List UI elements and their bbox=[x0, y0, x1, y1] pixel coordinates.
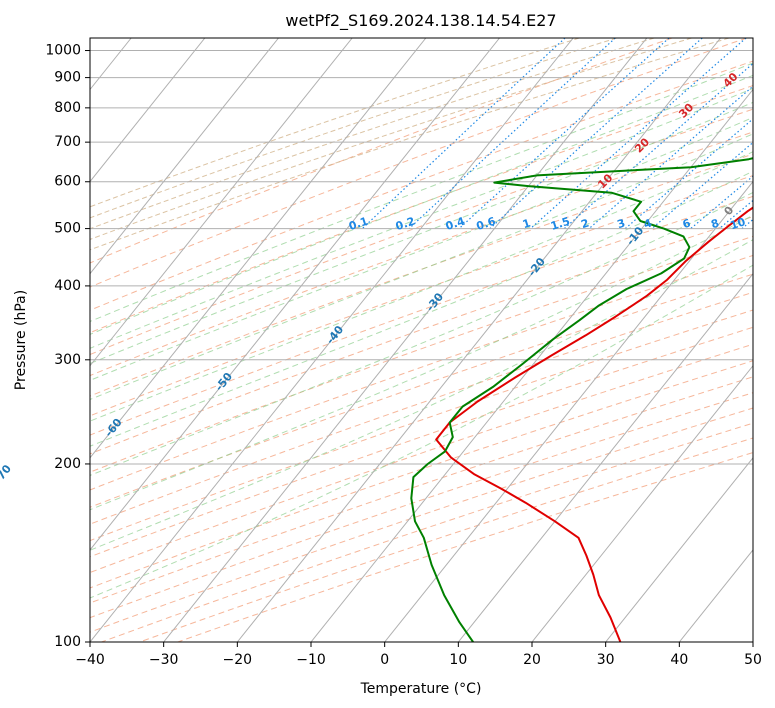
isentrope-line bbox=[90, 38, 580, 208]
x-tick-label: −30 bbox=[149, 652, 179, 668]
dry-adiabat bbox=[90, 254, 753, 491]
y-tick-label: 600 bbox=[54, 174, 81, 190]
x-tick-label: 40 bbox=[670, 652, 688, 668]
dewpoint-profile-line bbox=[410, 157, 753, 642]
isotherm-line bbox=[531, 364, 753, 642]
isotherm-line bbox=[752, 641, 753, 642]
mixing-ratio-label: 0.2 bbox=[394, 215, 417, 233]
y-axis-title: Pressure (hPa) bbox=[13, 290, 29, 390]
mixing-ratio-line bbox=[651, 141, 753, 230]
mixing-ratio-label: 0.1 bbox=[347, 215, 370, 233]
isotherm-line bbox=[457, 272, 753, 642]
isotherm-line bbox=[90, 38, 500, 551]
dry-adiabat bbox=[90, 38, 673, 264]
dry-adiabat bbox=[90, 343, 753, 574]
y-tick-label: 900 bbox=[54, 70, 81, 86]
x-tick-label: 20 bbox=[523, 652, 541, 668]
x-tick-label: 10 bbox=[449, 652, 467, 668]
y-tick-label: 200 bbox=[54, 456, 81, 472]
moist-adiabat bbox=[90, 170, 753, 447]
mixing-ratio-line bbox=[408, 38, 616, 230]
isotherm-line bbox=[90, 38, 279, 275]
y-tick-label: 1000 bbox=[45, 43, 81, 59]
dry-adiabat bbox=[90, 309, 753, 542]
dry-adiabat bbox=[90, 175, 753, 417]
dry-adiabat bbox=[90, 153, 753, 397]
moist-adiabat bbox=[90, 264, 753, 599]
moist-adiabat bbox=[90, 214, 753, 511]
isotherm-label: -70 bbox=[0, 462, 14, 486]
isotherm-line bbox=[236, 38, 721, 642]
y-tick-label: 300 bbox=[54, 352, 81, 368]
mixing-ratio-label: 0.4 bbox=[444, 215, 467, 233]
x-tick-label: −40 bbox=[75, 652, 105, 668]
y-tick-label: 100 bbox=[54, 634, 81, 650]
moist-adiabat bbox=[90, 62, 753, 323]
dry-adiabat bbox=[90, 392, 753, 619]
plot-frame bbox=[89, 37, 754, 643]
temperature-profile-line bbox=[435, 206, 753, 642]
dry-adiabat bbox=[90, 108, 753, 356]
y-tick-label: 700 bbox=[54, 134, 81, 150]
x-tick-label: 50 bbox=[744, 652, 762, 668]
isotherm-line bbox=[90, 38, 427, 459]
dry-adiabat bbox=[90, 60, 753, 311]
mixing-ratio-label: 4 bbox=[642, 216, 654, 231]
isotherm-line bbox=[163, 38, 648, 642]
x-tick-label: −10 bbox=[296, 652, 326, 668]
x-axis-title: Temperature (°C) bbox=[360, 681, 482, 697]
mixing-ratio-line bbox=[563, 62, 753, 230]
background-lines bbox=[90, 38, 775, 642]
moist-adiabat bbox=[90, 87, 753, 349]
isentrope-line bbox=[90, 38, 617, 219]
y-tick-label: 800 bbox=[54, 100, 81, 116]
isotherm-line bbox=[605, 457, 753, 642]
isentrope-line bbox=[90, 38, 730, 251]
isotherm-line bbox=[90, 38, 206, 183]
x-tick-label: 30 bbox=[597, 652, 615, 668]
chart-title: wetPf2_S169.2024.138.14.54.E27 bbox=[285, 11, 556, 31]
mixing-ratio-line bbox=[489, 38, 703, 230]
moist-adiabat bbox=[90, 133, 753, 400]
mixing-ratio-label: 1.5 bbox=[549, 215, 572, 233]
isotherm-line bbox=[90, 38, 353, 367]
isotherm-line bbox=[90, 38, 574, 642]
mixing-ratio-label: 3 bbox=[616, 216, 627, 231]
sounding-profiles bbox=[410, 157, 753, 642]
moist-adiabat bbox=[90, 151, 753, 422]
mixing-ratio-line bbox=[458, 38, 670, 230]
dry-adiabat bbox=[90, 195, 753, 436]
dry-adiabat bbox=[90, 38, 747, 288]
x-tick-label: 0 bbox=[380, 652, 389, 668]
isentrope-line bbox=[90, 38, 692, 240]
mixing-ratio-label: 8 bbox=[709, 216, 720, 231]
mixing-ratio-line bbox=[769, 38, 775, 229]
y-tick-label: 500 bbox=[54, 221, 81, 237]
plot-background bbox=[90, 38, 753, 642]
mixing-ratio-label: 2 bbox=[579, 216, 590, 231]
mixing-ratio-label: 1 bbox=[521, 216, 532, 231]
mixing-ratio-label: 6 bbox=[681, 216, 693, 231]
mixing-ratio-label: 10 bbox=[728, 215, 747, 232]
dry-adiabat bbox=[90, 291, 753, 525]
y-tick-label: 400 bbox=[54, 278, 81, 294]
mixing-ratio-label: 0.6 bbox=[475, 215, 498, 233]
isotherm-line bbox=[384, 180, 753, 642]
x-tick-label: −20 bbox=[223, 652, 253, 668]
axes: −40 −30 −20 −10 0 10 20 30 40 5010020030040050060… bbox=[45, 43, 762, 668]
dry-adiabat bbox=[90, 131, 753, 377]
